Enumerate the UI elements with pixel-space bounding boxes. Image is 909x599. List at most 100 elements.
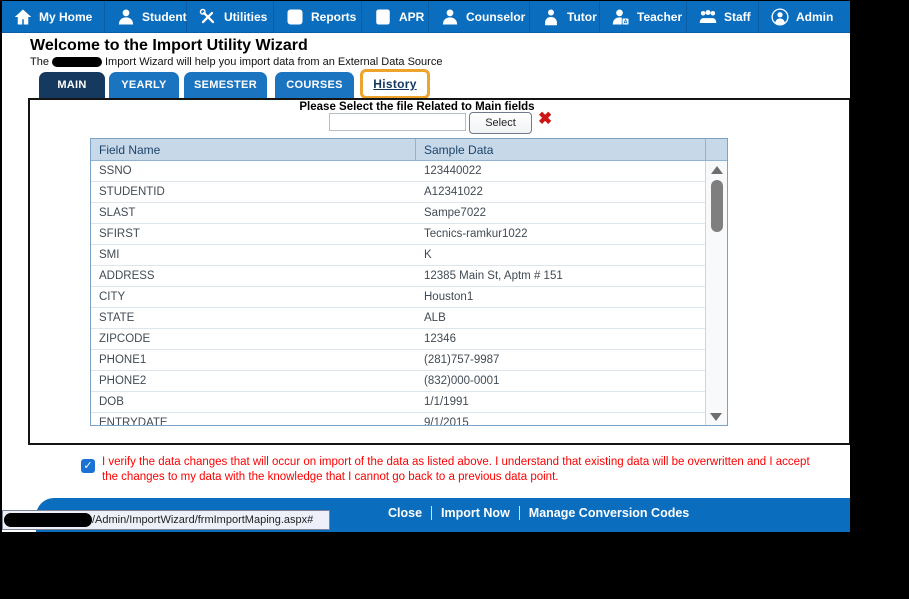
nav-label: My Home bbox=[39, 9, 93, 24]
subtitle-suffix: Import Wizard will help you import data … bbox=[104, 56, 443, 68]
cell-field-name: ADDRESS bbox=[99, 270, 155, 282]
table-row[interactable]: STUDENTID A12341022 bbox=[91, 182, 705, 203]
tab-main[interactable]: MAIN bbox=[39, 72, 105, 98]
nav-label: Student bbox=[142, 9, 187, 24]
table-row[interactable]: STATE ALB bbox=[91, 308, 705, 329]
cell-sample-data: Sampe7022 bbox=[424, 207, 487, 219]
import-now-button[interactable]: Import Now bbox=[441, 506, 510, 520]
table-row[interactable]: PHONE2 (832)000-0001 bbox=[91, 371, 705, 392]
nav-item-reports[interactable]: Reports bbox=[274, 1, 362, 32]
student-icon bbox=[117, 8, 135, 26]
table-row[interactable]: SSNO 123440022 bbox=[91, 161, 705, 182]
nav-label: Teacher bbox=[637, 9, 683, 24]
column-header-field-name: Field Name bbox=[91, 139, 416, 160]
cell-sample-data: 9/1/2015 bbox=[424, 417, 469, 426]
home-icon bbox=[14, 8, 32, 26]
file-path-input[interactable] bbox=[329, 113, 466, 131]
manage-conversion-codes-button[interactable]: Manage Conversion Codes bbox=[528, 506, 690, 520]
cell-sample-data: Tecnics-ramkur1022 bbox=[424, 228, 528, 240]
counselor-icon bbox=[441, 8, 459, 26]
nav-item-utilities[interactable]: Utilities bbox=[187, 1, 274, 32]
status-url-text: /Admin/ImportWizard/frmImportMaping.aspx… bbox=[92, 514, 314, 526]
cell-field-name: SMI bbox=[99, 249, 120, 261]
tab-label: SEMESTER bbox=[194, 79, 257, 91]
nav-item-apr[interactable]: APR bbox=[362, 1, 429, 32]
redaction-blob bbox=[4, 513, 92, 527]
table-row[interactable]: ADDRESS 12385 Main St, Aptm # 151 bbox=[91, 266, 705, 287]
scrollbar-thumb[interactable] bbox=[710, 180, 723, 232]
table-header-row: Field Name Sample Data bbox=[91, 139, 727, 161]
footer-separator bbox=[518, 506, 520, 520]
browser-status-bar: /Admin/ImportWizard/frmImportMaping.aspx… bbox=[2, 510, 330, 530]
app-window: My Home Student Utilities Reports APR Co… bbox=[2, 1, 850, 532]
subtitle-prefix: The bbox=[30, 56, 49, 68]
admin-icon bbox=[771, 7, 789, 26]
nav-item-tutor[interactable]: Tutor bbox=[530, 1, 600, 32]
top-navbar: My Home Student Utilities Reports APR Co… bbox=[2, 1, 850, 33]
cell-sample-data: 1/1/1991 bbox=[424, 396, 469, 408]
cell-field-name: PHONE1 bbox=[99, 354, 147, 366]
cell-field-name: SFIRST bbox=[99, 228, 140, 240]
tab-label: MAIN bbox=[57, 79, 87, 91]
cell-sample-data: Houston1 bbox=[424, 291, 474, 303]
apr-icon bbox=[374, 8, 392, 26]
nav-label: Tutor bbox=[567, 9, 597, 24]
table-row[interactable]: SLAST Sampe7022 bbox=[91, 203, 705, 224]
cell-field-name: ENTRYDATE bbox=[99, 417, 168, 426]
nav-item-student[interactable]: Student bbox=[105, 1, 187, 32]
verify-warning-text: I verify the data changes that will occu… bbox=[102, 456, 810, 484]
scroll-up-icon[interactable] bbox=[710, 166, 723, 174]
cell-sample-data: 123440022 bbox=[424, 165, 482, 177]
cell-field-name: CITY bbox=[99, 291, 126, 303]
tab-semester[interactable]: SEMESTER bbox=[184, 72, 267, 98]
cell-field-name: SLAST bbox=[99, 207, 136, 219]
verify-checkbox[interactable] bbox=[81, 459, 95, 473]
table-row[interactable]: PHONE1 (281)757-9987 bbox=[91, 350, 705, 371]
cell-sample-data: (832)000-0001 bbox=[424, 375, 500, 387]
teacher-icon: A bbox=[612, 8, 630, 26]
nav-item-admin[interactable]: Admin bbox=[759, 1, 850, 32]
red-x-icon[interactable] bbox=[538, 109, 552, 129]
page-title: Welcome to the Import Utility Wizard bbox=[30, 37, 308, 54]
nav-item-staff[interactable]: Staff bbox=[687, 1, 759, 32]
tab-yearly[interactable]: YEARLY bbox=[109, 72, 179, 98]
scroll-down-icon[interactable] bbox=[710, 413, 722, 421]
table-row[interactable]: DOB 1/1/1991 bbox=[91, 392, 705, 413]
table-row[interactable]: ZIPCODE 12346 bbox=[91, 329, 705, 350]
tab-label: YEARLY bbox=[121, 79, 167, 91]
table-row[interactable]: SFIRST Tecnics-ramkur1022 bbox=[91, 224, 705, 245]
tab-courses[interactable]: COURSES bbox=[275, 72, 354, 98]
footer-separator bbox=[431, 506, 433, 520]
cell-field-name: ZIPCODE bbox=[99, 333, 151, 345]
tutor-icon bbox=[542, 8, 560, 26]
cell-field-name: PHONE2 bbox=[99, 375, 147, 387]
redaction-blob bbox=[51, 57, 102, 68]
tab-label: History bbox=[373, 77, 417, 91]
cell-sample-data: K bbox=[424, 249, 432, 261]
utilities-icon bbox=[199, 8, 217, 26]
cell-sample-data: 12385 Main St, Aptm # 151 bbox=[424, 270, 563, 282]
cell-field-name: SSNO bbox=[99, 165, 132, 177]
column-header-scroll-spacer bbox=[705, 139, 727, 160]
tab-history[interactable]: History bbox=[360, 69, 430, 99]
select-file-button[interactable]: Select bbox=[469, 112, 532, 134]
table-row[interactable]: ENTRYDATE 9/1/2015 bbox=[91, 413, 705, 426]
nav-item-my-home[interactable]: My Home bbox=[2, 1, 105, 32]
file-select-prompt: Please Select the file Related to Main f… bbox=[299, 101, 535, 113]
cell-field-name: DOB bbox=[99, 396, 124, 408]
cell-sample-data: 12346 bbox=[424, 333, 456, 345]
tab-label: COURSES bbox=[286, 79, 343, 91]
table-row[interactable]: SMI K bbox=[91, 245, 705, 266]
table-row[interactable]: CITY Houston1 bbox=[91, 287, 705, 308]
close-button[interactable]: Close bbox=[388, 506, 423, 520]
table-scrollbar[interactable] bbox=[705, 161, 727, 425]
nav-item-counselor[interactable]: Counselor bbox=[429, 1, 530, 32]
field-mapping-table: Field Name Sample Data SSNO 123440022 STU… bbox=[90, 138, 728, 426]
svg-text:A: A bbox=[623, 19, 627, 25]
nav-label: Staff bbox=[724, 9, 751, 24]
nav-label: APR bbox=[399, 9, 425, 24]
nav-label: Utilities bbox=[224, 9, 268, 24]
cell-field-name: STATE bbox=[99, 312, 135, 324]
cell-sample-data: (281)757-9987 bbox=[424, 354, 500, 366]
nav-item-teacher[interactable]: A Teacher bbox=[600, 1, 687, 32]
